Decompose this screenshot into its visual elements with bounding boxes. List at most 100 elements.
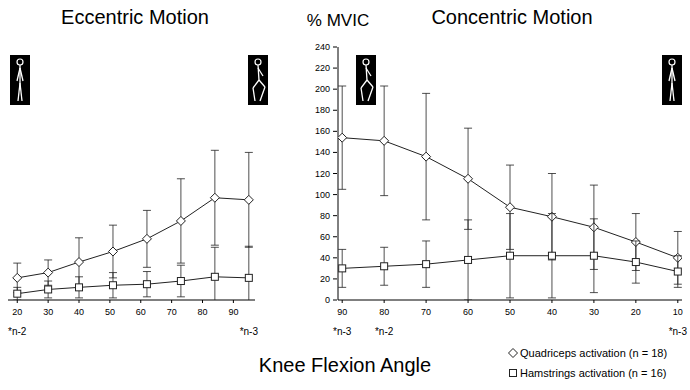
error-cap: [211, 245, 219, 246]
error-cap: [506, 213, 514, 214]
icon-stroke: [19, 65, 20, 83]
annotation: *n-2: [375, 326, 394, 337]
error-bar: [245, 152, 253, 247]
y-tick: [333, 236, 337, 237]
error-bar: [143, 210, 151, 267]
error-cap: [109, 297, 117, 298]
error-cap: [338, 189, 346, 190]
posture-icon: [662, 55, 682, 105]
x-tick: [468, 300, 469, 303]
icon-stroke: [672, 68, 675, 81]
error-bar: [75, 277, 83, 298]
error-cap: [13, 287, 21, 288]
icon-head: [669, 59, 675, 65]
icon-head: [363, 59, 369, 65]
legend-symbol: [510, 370, 517, 377]
y-tick-label: 60: [320, 232, 330, 242]
error-bar: [548, 214, 556, 298]
error-cap: [380, 195, 388, 196]
y-tick: [333, 131, 337, 132]
icon-stroke: [366, 65, 367, 80]
plot-area: [13, 150, 254, 300]
x-tick-label: 50: [505, 307, 515, 317]
error-bar: [245, 246, 253, 300]
x-tick: [17, 300, 18, 303]
data-point: [423, 261, 430, 268]
icon-box: [10, 55, 30, 105]
annotation: *n-3: [240, 326, 259, 337]
data-point: [422, 152, 431, 161]
error-cap: [109, 225, 117, 226]
icon-stroke: [258, 65, 259, 80]
y-tick-label: 0: [325, 295, 330, 305]
error-cap: [75, 276, 83, 277]
x-tick: [593, 300, 594, 303]
error-cap: [590, 185, 598, 186]
icon-box: [356, 55, 376, 105]
y-tick: [333, 300, 337, 301]
y-tick-label: 140: [315, 147, 330, 157]
data-point: [507, 252, 514, 259]
data-point: [632, 259, 639, 266]
error-cap: [13, 263, 21, 264]
y-axis: [338, 47, 339, 300]
x-tick-label: 60: [463, 307, 473, 317]
data-point: [211, 273, 218, 280]
data-point: [210, 193, 219, 202]
error-cap: [548, 173, 556, 174]
y-tick-label: 80: [320, 211, 330, 221]
y-tick-label: 160: [315, 126, 330, 136]
icon-stroke: [259, 80, 265, 87]
error-cap: [245, 246, 253, 247]
legend-symbol: [509, 349, 518, 358]
x-tick: [677, 300, 678, 303]
x-tick-label: 30: [43, 307, 53, 317]
icon-head: [17, 59, 23, 65]
icon-stroke: [361, 88, 363, 101]
legend-label: Hamstrings activation (n = 16): [520, 367, 666, 379]
data-point: [177, 278, 184, 285]
posture-icon: [10, 55, 30, 105]
x-tick-label: 80: [198, 307, 208, 317]
error-bar: [674, 256, 682, 288]
data-point: [548, 252, 555, 259]
x-tick-label: 80: [379, 307, 389, 317]
error-cap: [245, 152, 253, 153]
error-cap: [338, 287, 346, 288]
error-bar: [506, 214, 514, 298]
data-point: [109, 282, 116, 289]
x-tick-label: 50: [105, 307, 115, 317]
error-cap: [75, 237, 83, 238]
error-bar: [338, 249, 346, 287]
error-cap: [674, 231, 682, 232]
error-cap: [464, 128, 472, 129]
x-tick-label: 40: [74, 307, 84, 317]
data-point: [381, 263, 388, 270]
data-point: [76, 284, 83, 291]
icon-box: [662, 55, 682, 105]
error-bar: [422, 241, 430, 287]
data-point: [674, 268, 681, 275]
error-bar: [380, 86, 388, 196]
error-cap: [464, 219, 472, 220]
icon-stroke: [253, 80, 259, 88]
error-bar: [13, 287, 21, 300]
x-tick: [551, 300, 552, 303]
y-tick-label: 200: [315, 84, 330, 94]
icon-head: [255, 59, 261, 65]
data-point: [464, 174, 473, 183]
panel: Concentric Motion90807060504030201002040…: [307, 6, 688, 337]
icon-stroke: [367, 80, 373, 87]
error-cap: [590, 218, 598, 219]
error-cap: [75, 297, 83, 298]
y-tick-label: 180: [315, 105, 330, 115]
error-cap: [143, 271, 151, 272]
y-tick-label: 20: [320, 274, 330, 284]
data-point: [465, 256, 472, 263]
error-bar: [422, 93, 430, 220]
x-tick: [233, 300, 234, 303]
error-cap: [338, 86, 346, 87]
error-cap: [177, 178, 185, 179]
posture-icon: [248, 55, 268, 105]
error-bar: [632, 241, 640, 283]
